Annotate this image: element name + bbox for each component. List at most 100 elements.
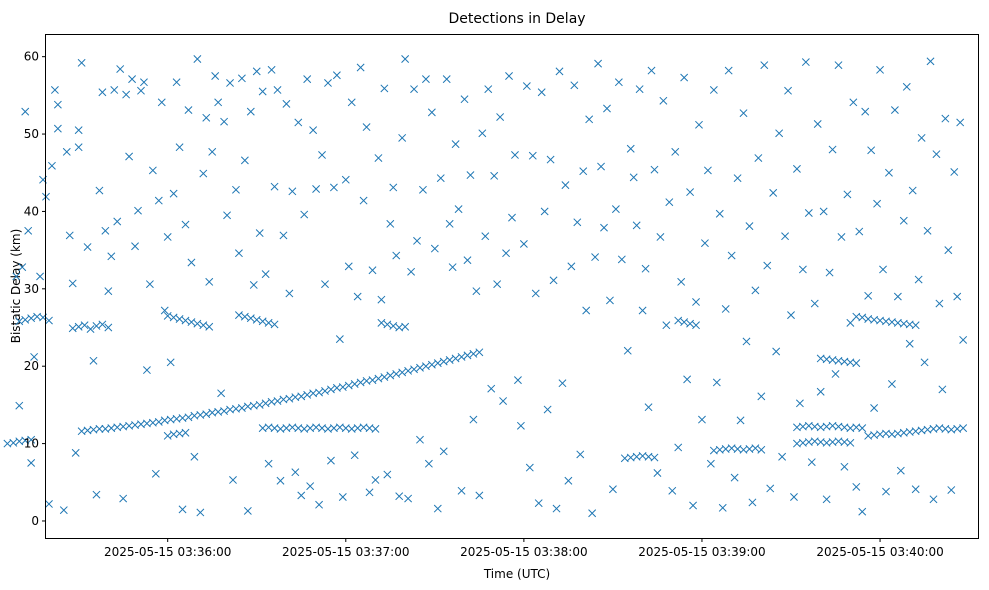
data-point: [466, 171, 475, 180]
data-point: [297, 392, 306, 401]
data-point: [232, 185, 240, 194]
data-point: [424, 459, 433, 468]
data-point: [202, 410, 211, 419]
data-point: [757, 445, 766, 454]
data-point: [481, 232, 490, 241]
data-point: [686, 319, 695, 328]
data-point: [134, 206, 142, 215]
data-point: [718, 503, 727, 512]
data-point: [344, 381, 353, 390]
data-point: [142, 366, 151, 375]
data-point: [846, 318, 855, 327]
data-point: [600, 223, 608, 232]
data-point: [463, 256, 472, 265]
data-point: [781, 232, 790, 241]
data-point: [392, 369, 401, 378]
data-point: [18, 263, 27, 272]
data-point: [617, 255, 626, 264]
data-point: [852, 482, 861, 491]
x-tick-label: 2025-05-15 03:36:00: [104, 545, 231, 559]
data-point: [561, 181, 570, 190]
data-point: [695, 120, 703, 129]
data-point: [433, 359, 442, 368]
data-point: [742, 337, 751, 346]
data-point: [605, 296, 614, 305]
data-point: [614, 78, 623, 87]
data-point: [795, 399, 804, 408]
data-point: [519, 239, 528, 248]
data-point: [522, 82, 531, 91]
data-point: [270, 320, 279, 329]
data-point: [404, 366, 413, 375]
x-axis-ticks: 2025-05-15 03:36:00 2025-05-15 03:37:00 20…: [104, 538, 944, 559]
data-point: [804, 209, 813, 217]
data-point: [457, 486, 466, 495]
data-point: [217, 389, 226, 398]
chart-title: Detections in Delay: [448, 11, 585, 27]
data-point: [956, 118, 965, 127]
data-point: [246, 314, 255, 323]
data-point: [416, 435, 424, 444]
data-point: [240, 156, 249, 165]
data-point: [641, 264, 650, 273]
data-point: [893, 292, 902, 301]
data-point: [264, 318, 273, 327]
data-point: [89, 356, 98, 365]
data-point: [792, 164, 801, 173]
data-point: [27, 435, 36, 444]
data-point: [549, 276, 558, 285]
data-point: [632, 221, 641, 230]
data-point: [392, 251, 401, 260]
data-point: [163, 431, 172, 440]
data-point: [858, 507, 867, 516]
data-point: [846, 438, 855, 447]
data-point: [674, 316, 683, 325]
data-point: [104, 323, 113, 332]
data-point: [899, 216, 908, 225]
data-point: [15, 401, 24, 410]
data-point: [790, 493, 798, 501]
data-point: [184, 106, 193, 115]
data-point: [77, 58, 86, 67]
data-point: [950, 168, 959, 176]
data-point: [810, 299, 819, 308]
data-point: [332, 71, 341, 80]
data-point: [451, 140, 460, 149]
data-point: [751, 286, 760, 295]
data-point: [401, 322, 410, 331]
data-point: [665, 198, 674, 207]
data-point: [249, 280, 258, 289]
data-point: [74, 143, 83, 152]
data-point: [635, 85, 644, 94]
data-point: [240, 312, 249, 321]
data-point: [733, 174, 742, 183]
data-point: [433, 504, 442, 513]
data-point: [187, 258, 196, 267]
data-point: [947, 486, 956, 494]
data-point: [116, 65, 125, 74]
data-point: [128, 75, 137, 84]
data-point: [840, 462, 849, 471]
data-point: [834, 61, 843, 70]
data-point: [368, 266, 377, 275]
data-point: [680, 73, 689, 82]
data-point: [309, 126, 318, 135]
data-point: [555, 67, 564, 76]
y-tick-label: 40: [24, 204, 39, 218]
data-point: [383, 470, 392, 479]
data-point: [27, 314, 36, 323]
data-point: [858, 313, 867, 322]
data-point: [267, 65, 276, 74]
data-point: [285, 289, 294, 298]
data-point: [463, 351, 472, 360]
data-point: [151, 469, 160, 478]
data-point: [787, 311, 795, 320]
data-point: [74, 322, 83, 331]
data-point: [59, 506, 68, 515]
data-point: [698, 415, 706, 424]
data-point: [104, 287, 113, 296]
x-tick-label: 2025-05-15 03:37:00: [282, 545, 409, 559]
data-point: [270, 182, 279, 191]
data-markers: [3, 55, 968, 518]
data-point: [712, 378, 721, 387]
